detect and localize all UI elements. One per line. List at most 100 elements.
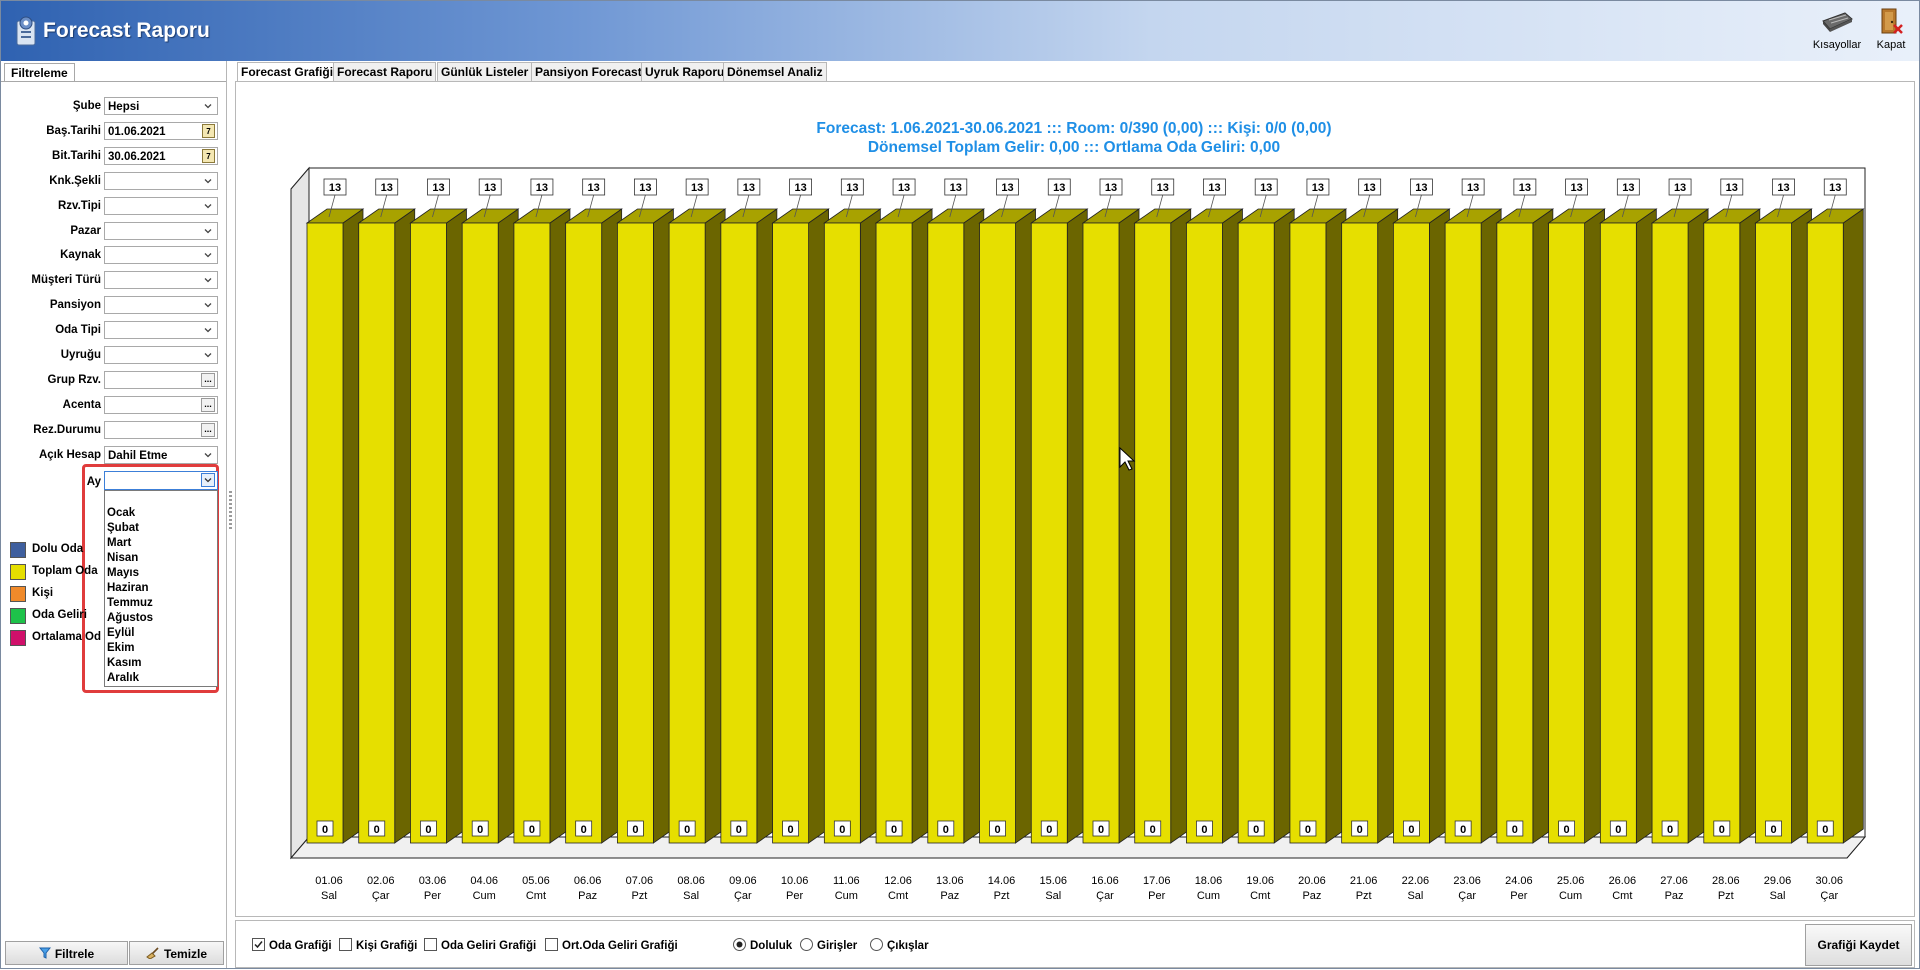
checkbox-label: Kişi Grafiği	[356, 940, 418, 952]
ay-option-mayis[interactable]: Mayıs	[107, 567, 139, 579]
ay-options-list[interactable]: Ocak Şubat Mart Nisan Mayıs Haziran Temmuz Ağus…	[104, 490, 218, 687]
ellipsis-icon[interactable]: ...	[201, 422, 215, 437]
ay-option-haziran[interactable]: Haziran	[107, 582, 149, 594]
chevron-down-icon	[204, 104, 212, 109]
label-uyrugu: Uyruğu	[60, 349, 101, 361]
ort-oda-geliri-grafigi-checkbox[interactable]: Ort.Oda Geliri Grafiği	[545, 938, 678, 952]
rez-durumu-lookup-field[interactable]: ...	[104, 420, 218, 439]
ay-option-ocak[interactable]: Ocak	[107, 507, 136, 519]
ay-option-eylul[interactable]: Eylül	[107, 627, 135, 639]
ay-option-agustos[interactable]: Ağustos	[107, 612, 153, 624]
chevron-down-icon	[204, 278, 212, 283]
girisler-radio[interactable]: Girişler	[800, 938, 857, 952]
close-label: Kapat	[1876, 39, 1906, 51]
save-chart-button[interactable]: Grafiği Kaydet	[1805, 924, 1912, 966]
filter-button[interactable]: Filtrele	[5, 941, 128, 965]
radio-circle[interactable]	[733, 938, 746, 951]
chevron-down-icon	[204, 328, 212, 333]
bit-tarihi-date-field[interactable]: 30.06.2021 7	[104, 146, 218, 165]
checkbox-box[interactable]	[545, 938, 558, 951]
clear-button[interactable]: Temizle	[129, 941, 224, 965]
tab-donemsel-analiz[interactable]: Dönemsel Analiz	[723, 62, 827, 81]
sube-value: Hepsi	[108, 101, 140, 113]
label-bas-tarihi: Baş.Tarihi	[46, 124, 101, 137]
uyrugu-dropdown[interactable]	[104, 346, 218, 364]
checkbox-label: Oda Grafiği	[269, 940, 332, 952]
label-oda-tipi: Oda Tipi	[55, 324, 101, 337]
checkbox-label: Oda Geliri Grafiği	[441, 940, 537, 952]
acenta-lookup-field[interactable]: ...	[104, 395, 218, 414]
label-kaynak: Kaynak	[60, 249, 101, 262]
kisi-grafigi-checkbox[interactable]: Kişi Grafiği	[339, 938, 417, 952]
calendar-icon[interactable]: 7	[202, 148, 215, 163]
chevron-down-icon	[204, 353, 212, 358]
musteri-turu-dropdown[interactable]	[104, 271, 218, 290]
legend-swatch	[10, 630, 26, 646]
tab-filtreleme[interactable]: Filtreleme	[4, 63, 75, 82]
checkbox-box[interactable]	[424, 938, 437, 951]
legend-label: Kişi	[32, 587, 54, 599]
radio-circle[interactable]	[870, 938, 883, 951]
doluluk-radio[interactable]: Doluluk	[733, 938, 792, 952]
ay-option-nisan[interactable]: Nisan	[107, 552, 139, 564]
title-bar: Forecast Raporu Kısayollar Kapat	[1, 1, 1919, 61]
tab-gunluk-listeler[interactable]: Günlük Listeler	[437, 62, 533, 81]
acik-hesap-dropdown[interactable]: Dahil Etme	[104, 445, 218, 464]
kaynak-dropdown[interactable]	[104, 246, 218, 265]
filter-tab-divider	[1, 81, 226, 82]
bas-tarihi-value: 01.06.2021	[108, 125, 166, 138]
shortcuts-button[interactable]: Kısayollar	[1809, 7, 1865, 51]
panel-splitter[interactable]	[229, 491, 232, 531]
oda-tipi-dropdown[interactable]	[104, 321, 218, 340]
cikislar-radio[interactable]: Çıkışlar	[870, 938, 929, 952]
oda-grafigi-checkbox[interactable]: Oda Grafiği	[252, 938, 332, 952]
chevron-down-icon	[204, 203, 212, 209]
rzv-tipi-dropdown[interactable]	[104, 196, 218, 215]
bit-tarihi-value: 30.06.2021	[108, 150, 166, 163]
tab-forecast-raporu[interactable]: Forecast Raporu	[333, 62, 437, 81]
knk-sekli-dropdown[interactable]	[104, 171, 218, 190]
label-pazar: Pazar	[70, 224, 101, 237]
ay-option-ekim[interactable]: Ekim	[107, 642, 135, 654]
ay-option-temmuz[interactable]: Temmuz	[107, 597, 153, 609]
oda-geliri-grafigi-checkbox[interactable]: Oda Geliri Grafiği	[424, 938, 536, 952]
legend-swatch	[10, 608, 26, 624]
broom-icon	[146, 947, 159, 960]
label-knk-sekli: Knk.Şekli	[49, 174, 101, 187]
bas-tarihi-date-field[interactable]: 01.06.2021 7	[104, 121, 218, 140]
grup-rzv-lookup-field[interactable]: ...	[104, 370, 218, 389]
label-bit-tarihi: Bit.Tarihi	[52, 149, 101, 162]
checkbox-box[interactable]	[252, 938, 265, 951]
filter-button-label: Filtrele	[54, 947, 95, 961]
radio-circle[interactable]	[800, 938, 813, 951]
ay-dropdown[interactable]	[104, 471, 218, 490]
legend-swatch	[10, 586, 26, 602]
ay-option-subat[interactable]: Şubat	[107, 522, 139, 534]
ay-option-kasim[interactable]: Kasım	[107, 657, 142, 669]
ay-option-mart[interactable]: Mart	[107, 537, 132, 549]
pazar-dropdown[interactable]	[104, 221, 218, 240]
legend-label: Ortalama Od	[32, 631, 102, 643]
checkbox-box[interactable]	[339, 938, 352, 951]
close-button[interactable]: Kapat	[1871, 7, 1911, 51]
clear-button-label: Temizle	[163, 947, 208, 961]
calendar-icon[interactable]: 7	[202, 123, 215, 138]
legend-swatch	[10, 542, 26, 558]
legend-swatch	[10, 564, 26, 580]
tab-pansiyon-forecast[interactable]: Pansiyon Forecast	[531, 62, 646, 81]
ellipsis-icon[interactable]: ...	[201, 397, 215, 412]
shortcuts-label: Kısayollar	[1812, 39, 1862, 51]
pansiyon-dropdown[interactable]	[104, 296, 218, 315]
label-pansiyon: Pansiyon	[49, 299, 101, 312]
ay-option-aralik[interactable]: Aralık	[107, 672, 139, 684]
ay-option-empty[interactable]	[105, 491, 217, 506]
chart-title-line2: Dönemsel Toplam Gelir: 0,00 ::: Ortlama …	[867, 139, 1281, 156]
tab-uyruk-raporu[interactable]: Uyruk Raporu	[641, 62, 729, 81]
app-icon	[16, 16, 36, 46]
tab-forecast-grafigi[interactable]: Forecast Grafiği	[237, 62, 338, 81]
label-musteri-turu: Müşteri Türü	[31, 274, 101, 287]
sube-dropdown[interactable]: Hepsi	[104, 97, 218, 115]
ellipsis-icon[interactable]: ...	[201, 372, 215, 387]
legend-label: Toplam Oda	[32, 565, 98, 577]
